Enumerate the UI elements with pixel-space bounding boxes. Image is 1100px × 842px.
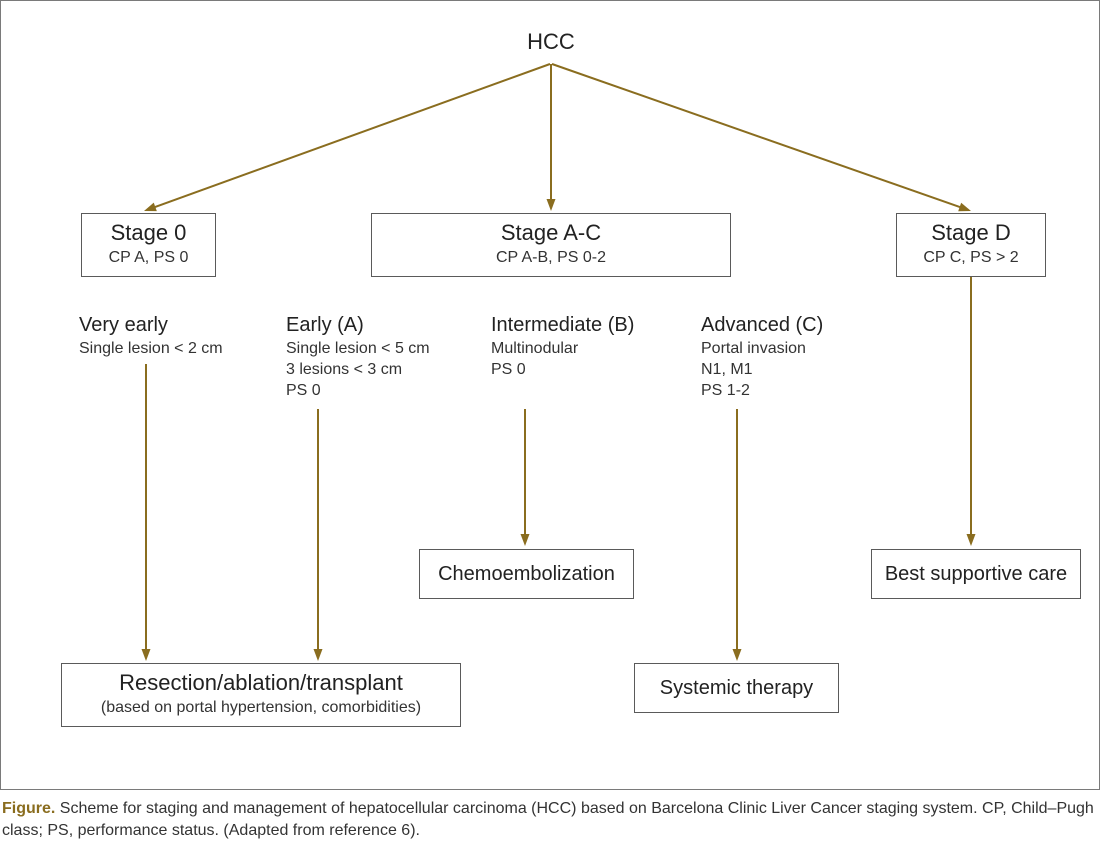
bsc-title: Best supportive care [882, 562, 1070, 586]
advanced-sub: Portal invasion N1, M1 PS 1-2 [701, 339, 881, 401]
caption-text: Scheme for staging and management of hep… [2, 800, 1094, 839]
stage-d-sub: CP C, PS > 2 [911, 248, 1031, 268]
stage-d-box: Stage D CP C, PS > 2 [896, 213, 1046, 277]
resection-title: Resection/ablation/transplant [76, 670, 446, 696]
advanced-title: Advanced (C) [701, 313, 881, 337]
root-node: HCC [511, 29, 591, 55]
very-early-title: Very early [79, 313, 279, 337]
root-label: HCC [511, 29, 591, 55]
systemic-title: Systemic therapy [649, 676, 824, 700]
very-early-block: Very early Single lesion < 2 cm [79, 313, 279, 360]
intermediate-block: Intermediate (B) Multinodular PS 0 [491, 313, 671, 381]
chemo-title: Chemoembolization [434, 562, 619, 586]
stage-0-title: Stage 0 [96, 220, 201, 246]
chemo-box: Chemoembolization [419, 549, 634, 599]
resection-box: Resection/ablation/transplant (based on … [61, 663, 461, 727]
early-title: Early (A) [286, 313, 486, 337]
advanced-block: Advanced (C) Portal invasion N1, M1 PS 1… [701, 313, 881, 401]
early-block: Early (A) Single lesion < 5 cm 3 lesions… [286, 313, 486, 401]
systemic-box: Systemic therapy [634, 663, 839, 713]
stage-ac-sub: CP A-B, PS 0-2 [386, 248, 716, 268]
early-sub: Single lesion < 5 cm 3 lesions < 3 cm PS… [286, 339, 486, 401]
very-early-sub: Single lesion < 2 cm [79, 339, 279, 360]
figure-caption: Figure. Scheme for staging and managemen… [0, 790, 1100, 841]
stage-ac-box: Stage A-C CP A-B, PS 0-2 [371, 213, 731, 277]
stage-0-sub: CP A, PS 0 [96, 248, 201, 268]
figure-frame: HCC Stage 0 CP A, PS 0 Stage A-C CP A-B,… [0, 0, 1100, 790]
resection-sub: (based on portal hypertension, comorbidi… [76, 698, 446, 718]
intermediate-title: Intermediate (B) [491, 313, 671, 337]
stage-d-title: Stage D [911, 220, 1031, 246]
stage-0-box: Stage 0 CP A, PS 0 [81, 213, 216, 277]
intermediate-sub: Multinodular PS 0 [491, 339, 671, 381]
stage-ac-title: Stage A-C [386, 220, 716, 246]
bsc-box: Best supportive care [871, 549, 1081, 599]
caption-bold: Figure. [2, 800, 55, 817]
